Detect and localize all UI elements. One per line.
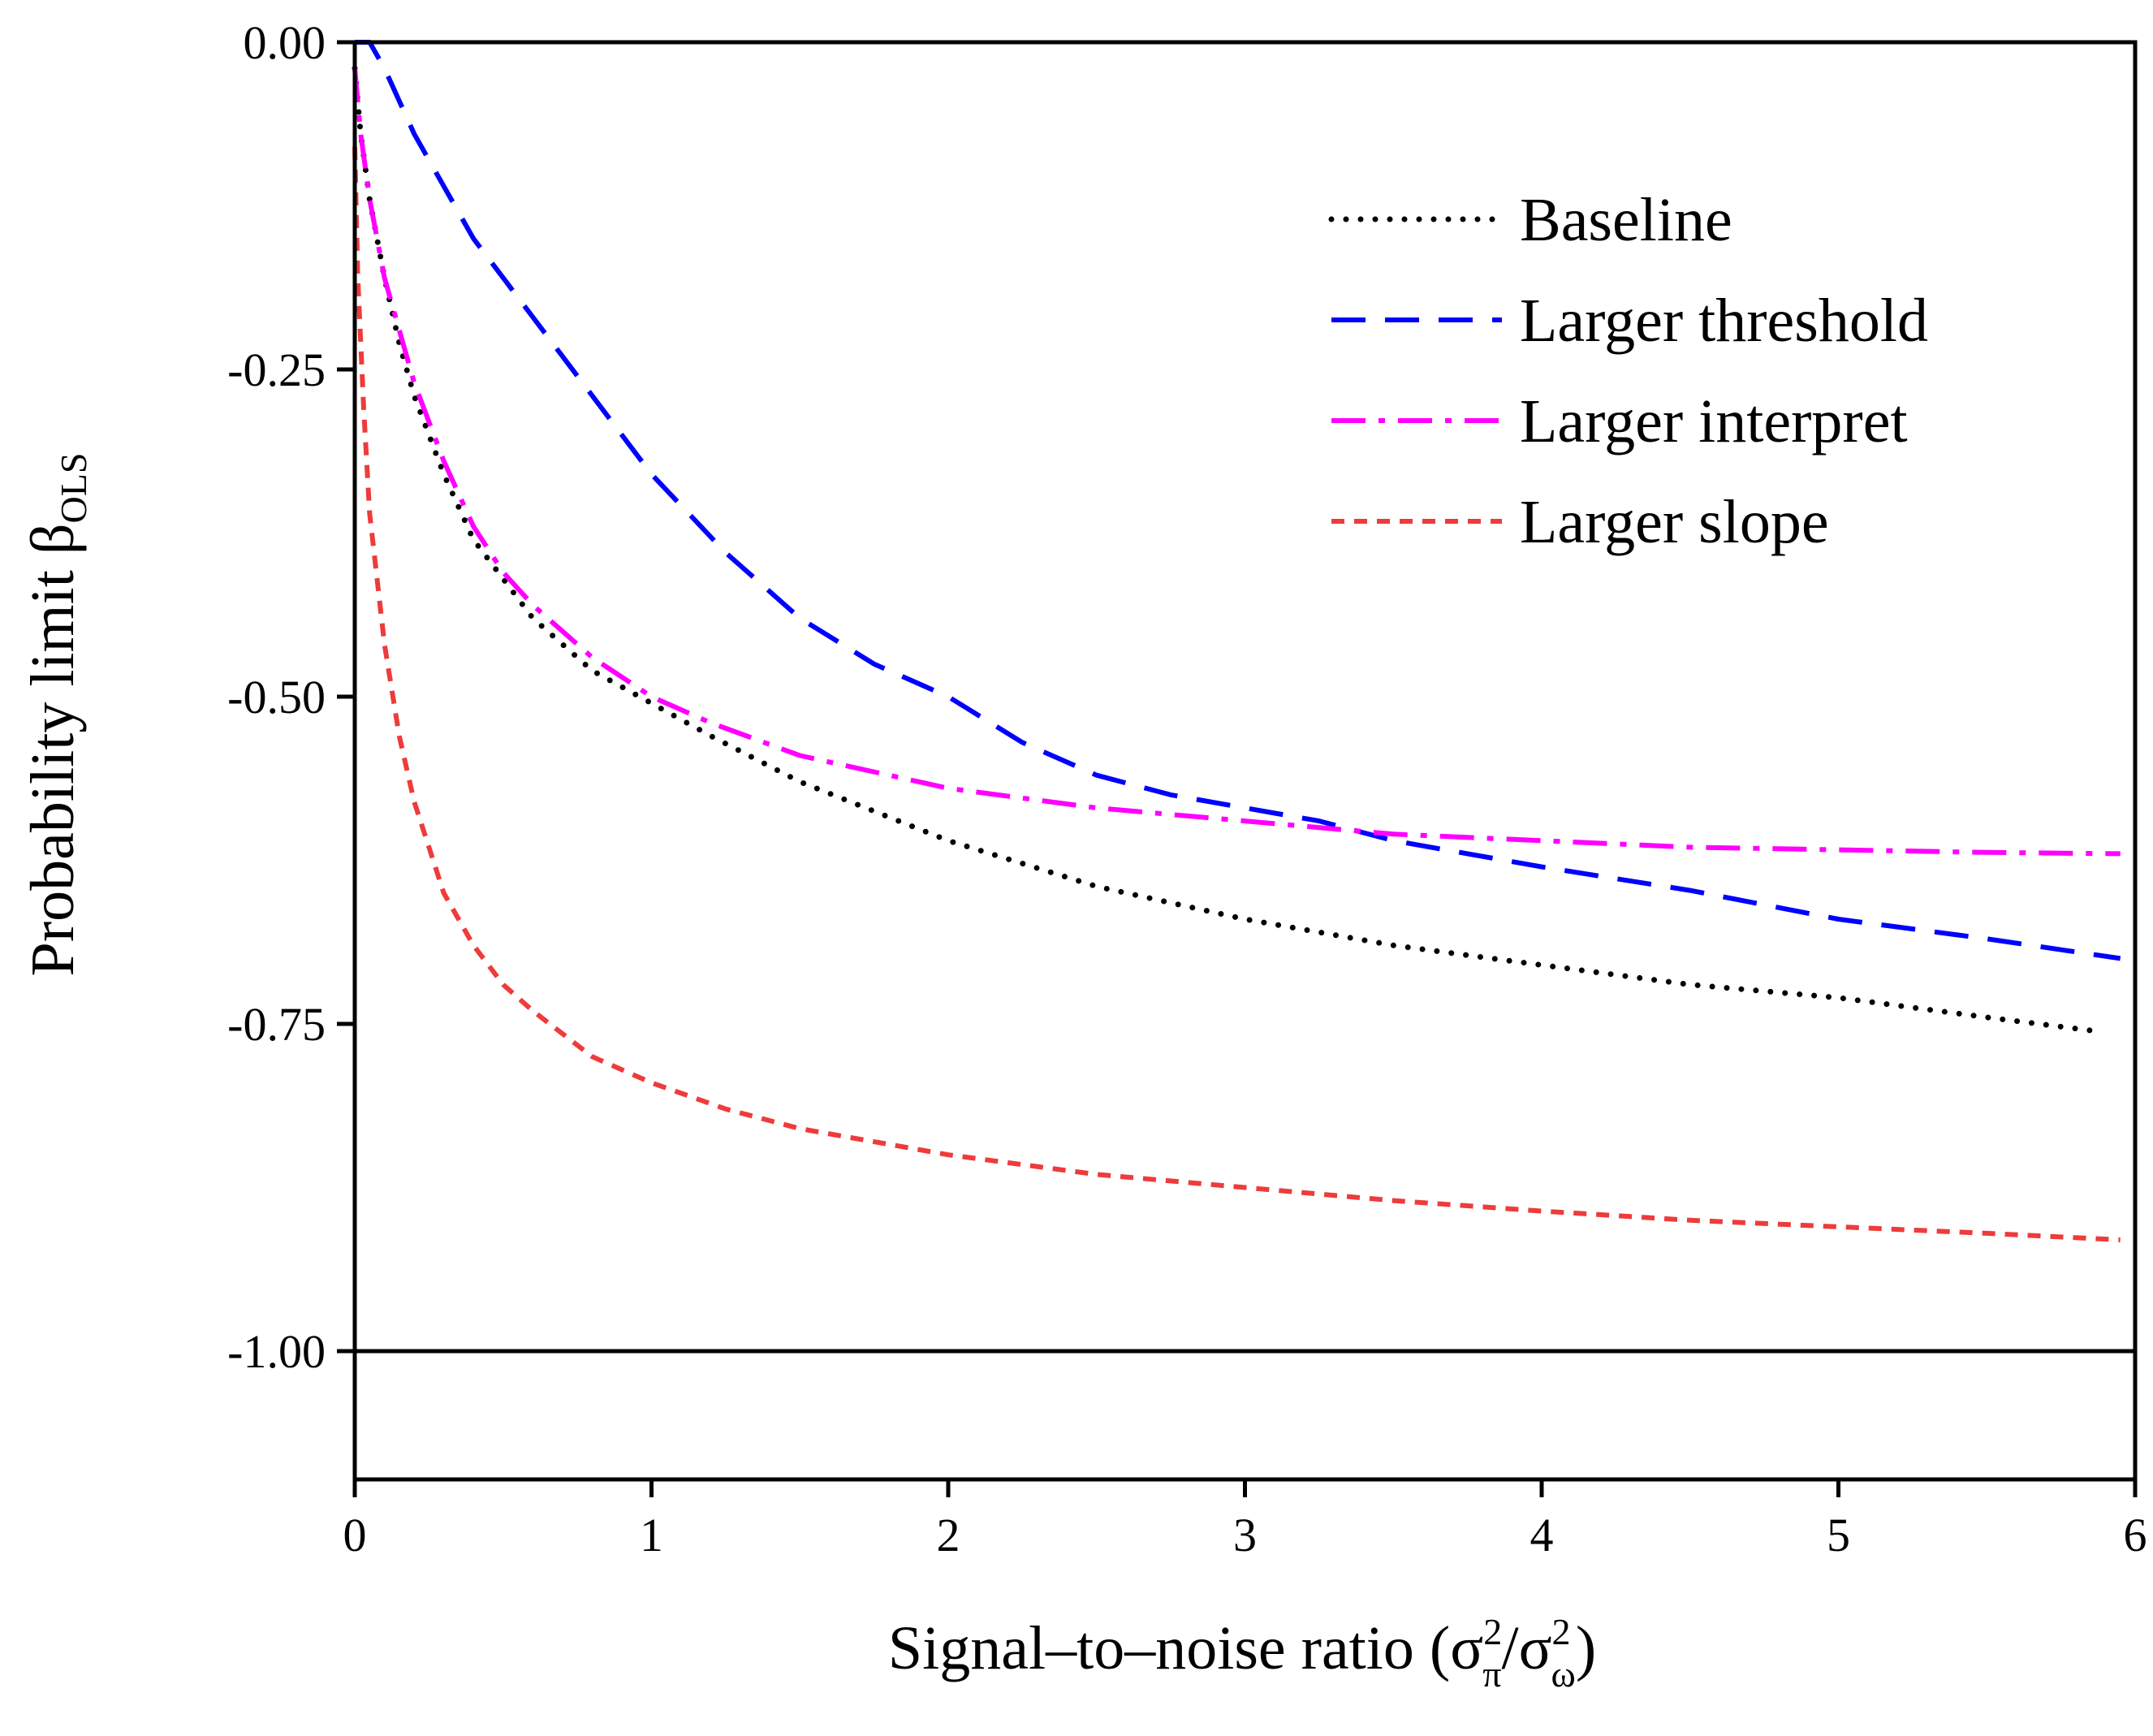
tick-layer: 0 1 2 3 4 5 6 0.00 -0.25 -0.50 -0.75 -1.00 xyxy=(227,16,2147,1561)
plot-frame xyxy=(352,40,2138,1482)
series-line-larger-threshold xyxy=(355,40,2121,961)
x-axis-title-den-sub: ω xyxy=(1551,1653,1576,1695)
x-tick-label: 2 xyxy=(937,1509,960,1561)
legend-label: Larger slope xyxy=(1520,488,1829,556)
x-tick-label: 0 xyxy=(343,1509,367,1561)
y-axis-title: Probability limit βOLS xyxy=(19,453,94,977)
legend-label: Larger interpret xyxy=(1520,387,1908,456)
series-line-larger-interpret xyxy=(352,67,2121,857)
x-axis-title-slash: / xyxy=(1501,1614,1519,1682)
x-axis-title-main: Signal–to–noise ratio ( xyxy=(888,1614,1450,1682)
x-axis-title-close: ) xyxy=(1576,1614,1596,1682)
y-tick-label: -0.25 xyxy=(227,343,326,396)
y-tick-label: -1.00 xyxy=(227,1325,326,1378)
x-tick-label: 4 xyxy=(1530,1509,1554,1561)
x-axis-title-num-base: σ xyxy=(1450,1614,1483,1682)
x-tick-label: 1 xyxy=(640,1509,663,1561)
x-axis-title-den-base: σ xyxy=(1519,1614,1552,1682)
series-line-larger-slope xyxy=(352,146,2121,1242)
series-layer xyxy=(352,40,2121,1242)
x-axis-title-num-sup: 2 xyxy=(1483,1611,1502,1652)
y-tick-label: -0.75 xyxy=(227,998,326,1051)
y-axis-title-sub: OLS xyxy=(53,453,94,524)
x-tick-label: 3 xyxy=(1233,1509,1257,1561)
y-tick-label: -0.50 xyxy=(227,671,326,723)
x-tick-label: 6 xyxy=(2124,1509,2147,1561)
series-line-baseline xyxy=(352,65,2094,1034)
y-axis-title-main: Probability limit β xyxy=(19,523,87,976)
x-axis-title: Signal–to–noise ratio (σ2 π/σ2 ω) xyxy=(888,1611,1596,1695)
x-axis-title-num-sub: π xyxy=(1482,1653,1501,1695)
y-tick-label: 0.00 xyxy=(244,16,326,69)
legend-label: Larger threshold xyxy=(1520,287,1928,355)
legend: Baseline Larger threshold Larger interpret… xyxy=(1328,186,1928,556)
legend-label: Baseline xyxy=(1520,186,1732,254)
x-tick-label: 5 xyxy=(1827,1509,1850,1561)
x-axis-title-den-sup: 2 xyxy=(1552,1611,1571,1652)
